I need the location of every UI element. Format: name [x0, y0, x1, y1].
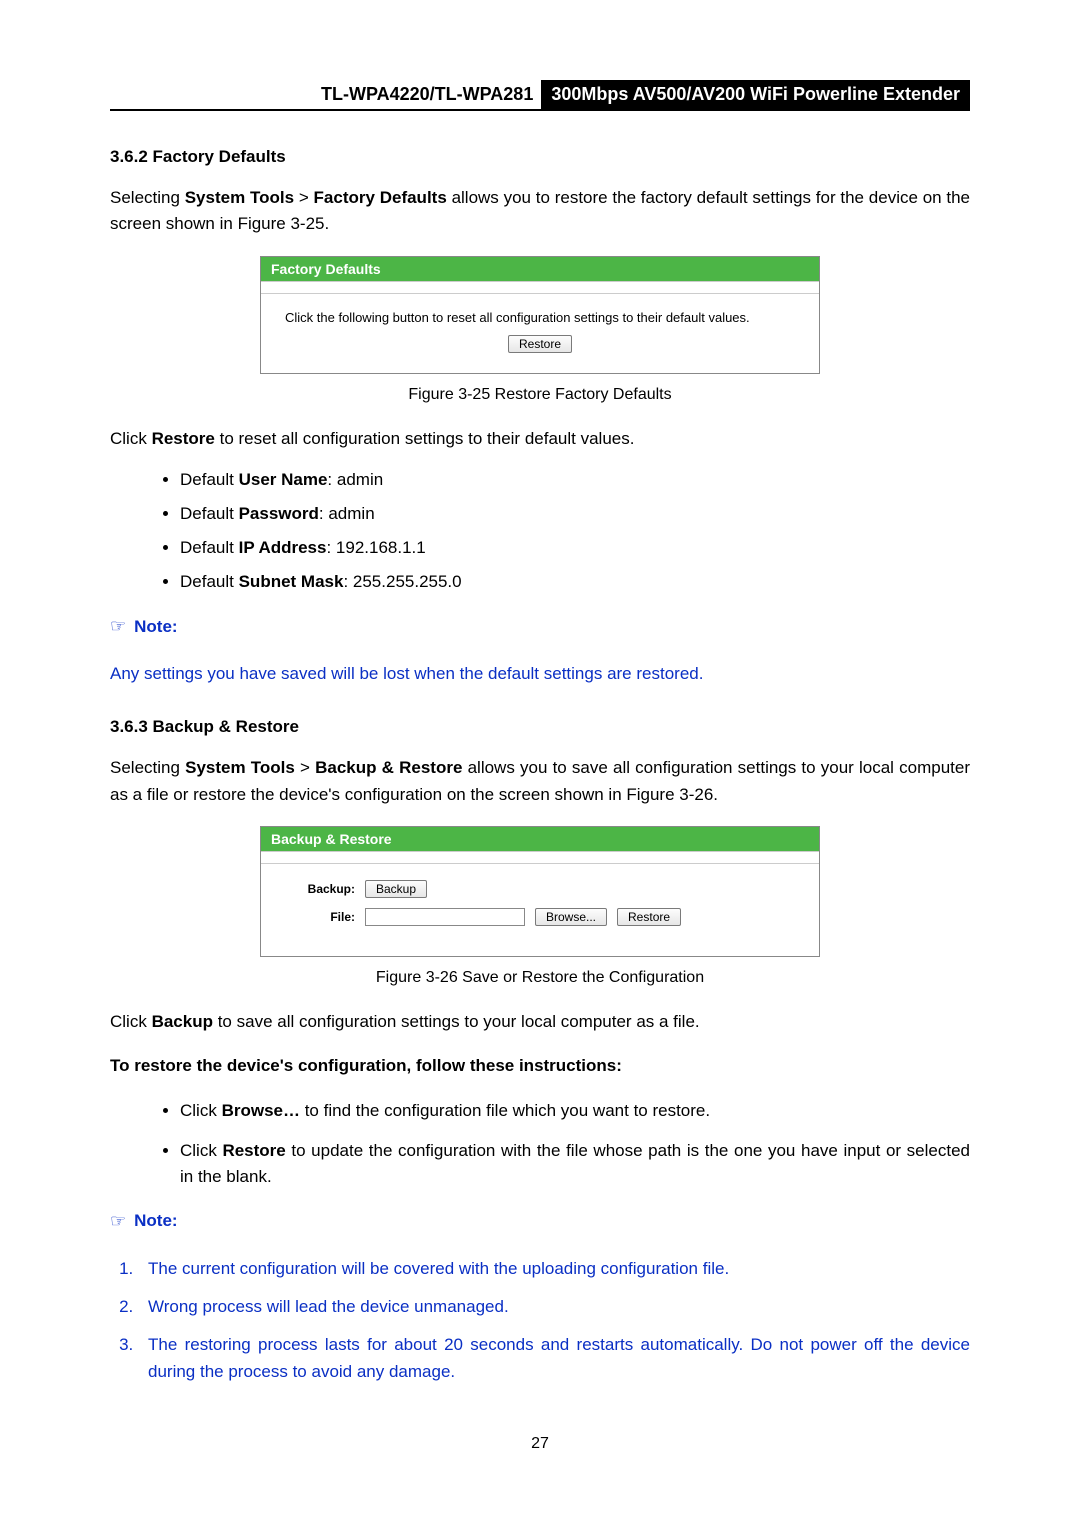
section-362-intro: Selecting System Tools > Factory Default…	[110, 185, 970, 238]
factory-defaults-panel: Factory Defaults Click the following but…	[260, 256, 820, 374]
restore-instructions-heading: To restore the device's configuration, f…	[110, 1053, 970, 1079]
backup-restore-panel: Backup & Restore Backup: Backup File: Br…	[260, 826, 820, 957]
note-item-2: Wrong process will lead the device unman…	[138, 1294, 970, 1320]
factory-defaults-instruction: Click the following button to reset all …	[285, 310, 795, 325]
instruction-browse: Click Browse… to find the configuration …	[180, 1098, 970, 1124]
figure-326-caption: Figure 3-26 Save or Restore the Configur…	[110, 969, 970, 987]
note-list-2: The current configuration will be covere…	[110, 1256, 970, 1385]
header-product: 300Mbps AV500/AV200 WiFi Powerline Exten…	[541, 80, 970, 109]
page-number: 27	[110, 1435, 970, 1453]
note-label: Note:	[134, 617, 177, 637]
restore-file-button[interactable]: Restore	[617, 908, 681, 926]
figure-325-caption: Figure 3-25 Restore Factory Defaults	[110, 386, 970, 404]
restore-button[interactable]: Restore	[508, 335, 572, 353]
note-header-2: ☞ Note:	[110, 1211, 970, 1232]
backup-label: Backup:	[285, 882, 355, 896]
instruction-restore: Click Restore to update the configuratio…	[180, 1138, 970, 1191]
browse-button[interactable]: Browse...	[535, 908, 607, 926]
default-password: Default Password: admin	[180, 504, 970, 524]
defaults-list: Default User Name: admin Default Passwor…	[150, 470, 970, 592]
restore-instructions-list: Click Browse… to find the configuration …	[150, 1098, 970, 1191]
header-model: TL-WPA4220/TL-WPA281	[321, 80, 541, 109]
note-icon: ☞	[110, 1211, 126, 1232]
section-362-heading: 3.6.2 Factory Defaults	[110, 147, 970, 167]
click-restore-text: Click Restore to reset all configuration…	[110, 426, 970, 452]
click-backup-text: Click Backup to save all configuration s…	[110, 1009, 970, 1035]
note-header-1: ☞ Note:	[110, 616, 970, 637]
doc-header: TL-WPA4220/TL-WPA281 300Mbps AV500/AV200…	[110, 80, 970, 111]
section-363-intro: Selecting System Tools > Backup & Restor…	[110, 755, 970, 808]
note-icon: ☞	[110, 616, 126, 637]
note-item-1: The current configuration will be covere…	[138, 1256, 970, 1282]
file-input[interactable]	[365, 908, 525, 926]
note-label: Note:	[134, 1211, 177, 1231]
note-body-1: Any settings you have saved will be lost…	[110, 661, 970, 687]
file-label: File:	[285, 910, 355, 924]
section-363-heading: 3.6.3 Backup & Restore	[110, 717, 970, 737]
note-item-3: The restoring process lasts for about 20…	[138, 1332, 970, 1385]
factory-defaults-panel-title: Factory Defaults	[261, 257, 819, 282]
default-username: Default User Name: admin	[180, 470, 970, 490]
backup-button[interactable]: Backup	[365, 880, 427, 898]
backup-restore-panel-title: Backup & Restore	[261, 827, 819, 852]
default-subnet: Default Subnet Mask: 255.255.255.0	[180, 572, 970, 592]
default-ip: Default IP Address: 192.168.1.1	[180, 538, 970, 558]
